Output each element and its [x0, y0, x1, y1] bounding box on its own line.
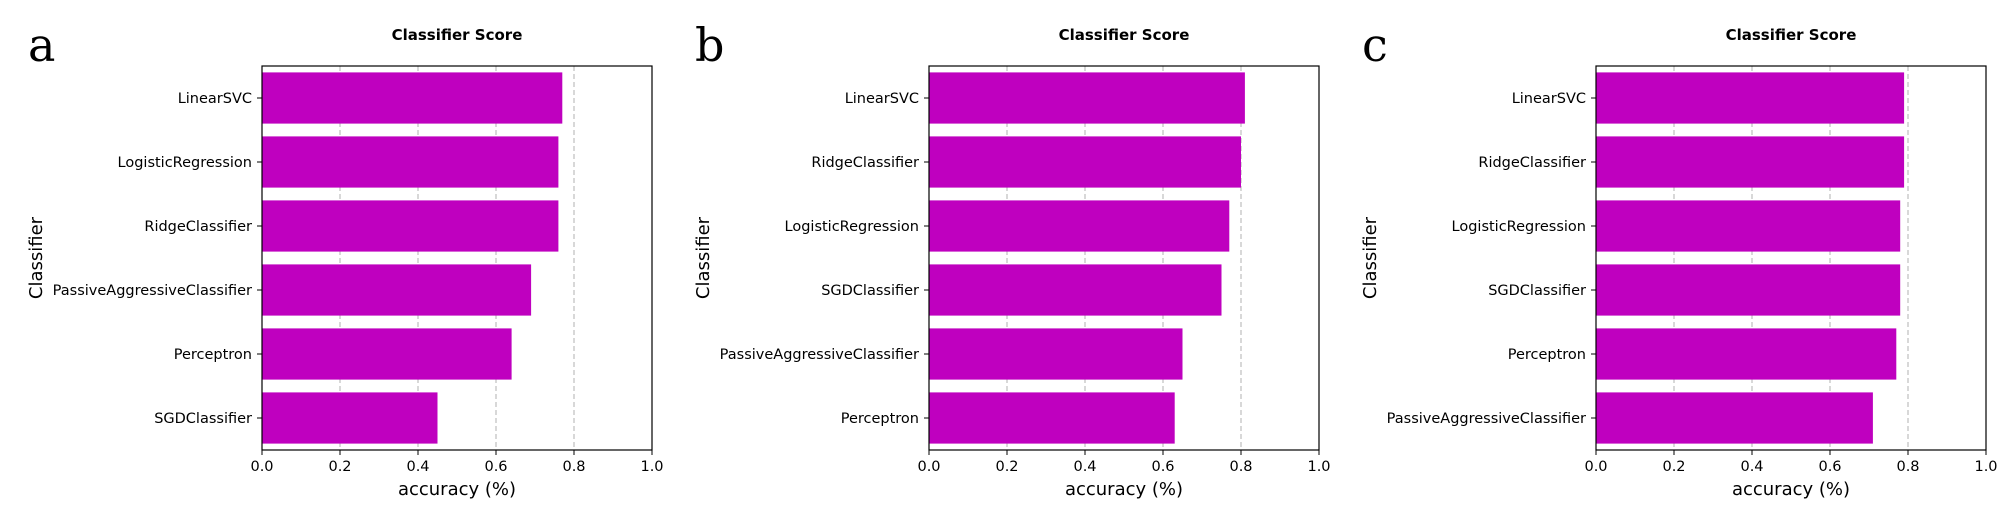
x-tick-label: 1.0 [640, 459, 663, 475]
x-tick-label: 0.0 [250, 459, 273, 475]
bar [929, 200, 1230, 252]
chart-panel-c: c Classifier Score LinearSVC RidgeClassifi… [1334, 0, 2001, 514]
x-tick-label: 0.0 [1584, 459, 1607, 475]
bar [262, 264, 532, 316]
bar [929, 328, 1183, 380]
category-label: LinearSVC [845, 91, 919, 107]
bar [1596, 200, 1901, 252]
plot-frame [261, 65, 653, 451]
x-tick-label: 0.2 [328, 459, 351, 475]
x-tick-label: 0.8 [1896, 459, 1919, 475]
category-label: LinearSVC [178, 91, 252, 107]
plot-frame [928, 65, 1320, 451]
category-label: RidgeClassifier [1478, 155, 1586, 171]
x-axis-label: accuracy (%) [398, 479, 516, 500]
bar-chart: Classifier Score LinearSVC LogisticRegress… [26, 26, 664, 500]
x-tick-label: 1.0 [1307, 459, 1330, 475]
bar [929, 136, 1241, 188]
panel-letter: a [28, 18, 56, 72]
x-tick-label: 0.4 [1740, 459, 1763, 475]
bar [262, 392, 438, 444]
y-axis-label: Classifier [26, 216, 47, 299]
chart-panel-b: b Classifier Score LinearSVC RidgeClassifi… [667, 0, 1334, 514]
category-label: PassiveAggressiveClassifier [720, 347, 919, 363]
x-tick-label: 0.8 [562, 459, 585, 475]
category-label: LinearSVC [1512, 91, 1586, 107]
category-label: Perceptron [174, 347, 252, 363]
x-tick-label: 0.6 [1818, 459, 1841, 475]
y-axis-label: Classifier [1360, 216, 1381, 299]
x-tick-label: 0.6 [484, 459, 507, 475]
bar [262, 72, 563, 124]
x-tick-label: 1.0 [1974, 459, 1997, 475]
chart-panel-a: a Classifier Score LinearSVC LogisticRegre… [0, 0, 667, 514]
category-label: LogisticRegression [118, 155, 252, 171]
x-tick-label: 0.2 [1662, 459, 1685, 475]
chart-title: Classifier Score [1726, 26, 1857, 44]
panel-letter: c [1362, 18, 1388, 72]
bar [262, 200, 559, 252]
category-label: PassiveAggressiveClassifier [53, 283, 252, 299]
bar [262, 136, 559, 188]
bar [929, 72, 1245, 124]
x-tick-label: 0.0 [917, 459, 940, 475]
bar [262, 328, 512, 380]
chart-title: Classifier Score [392, 26, 523, 44]
category-label: PassiveAggressiveClassifier [1387, 411, 1586, 427]
x-axis-label: accuracy (%) [1732, 479, 1850, 500]
bar-chart: Classifier Score LinearSVC RidgeClassifier… [1360, 26, 1998, 500]
bar [929, 392, 1175, 444]
bar [1596, 136, 1905, 188]
bar [1596, 392, 1873, 444]
y-axis-label: Classifier [693, 216, 714, 299]
bar [929, 264, 1222, 316]
bar-chart: Classifier Score LinearSVC RidgeClassifier… [693, 26, 1331, 500]
x-tick-label: 0.4 [406, 459, 429, 475]
plot-frame [1595, 65, 1987, 451]
chart-title: Classifier Score [1059, 26, 1190, 44]
x-tick-label: 0.4 [1073, 459, 1096, 475]
category-label: RidgeClassifier [144, 219, 252, 235]
x-axis-label: accuracy (%) [1065, 479, 1183, 500]
panel-letter: b [695, 18, 725, 72]
category-label: SGDClassifier [821, 283, 919, 299]
category-label: LogisticRegression [1452, 219, 1586, 235]
x-tick-label: 0.6 [1151, 459, 1174, 475]
category-label: SGDClassifier [154, 411, 252, 427]
bar [1596, 72, 1905, 124]
category-label: Perceptron [841, 411, 919, 427]
category-label: LogisticRegression [785, 219, 919, 235]
category-label: RidgeClassifier [811, 155, 919, 171]
category-label: Perceptron [1508, 347, 1586, 363]
bar [1596, 328, 1897, 380]
x-tick-label: 0.8 [1229, 459, 1252, 475]
x-tick-label: 0.2 [995, 459, 1018, 475]
category-label: SGDClassifier [1488, 283, 1586, 299]
bar [1596, 264, 1901, 316]
